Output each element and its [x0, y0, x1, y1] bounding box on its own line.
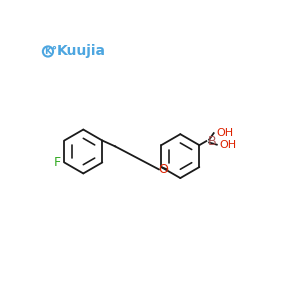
Text: OH: OH: [216, 128, 233, 138]
Text: O: O: [158, 163, 168, 176]
Text: Kuujia: Kuujia: [57, 44, 106, 58]
Text: OH: OH: [219, 140, 236, 150]
Text: B: B: [208, 135, 216, 148]
Text: F: F: [54, 156, 61, 169]
Text: K: K: [44, 47, 52, 56]
